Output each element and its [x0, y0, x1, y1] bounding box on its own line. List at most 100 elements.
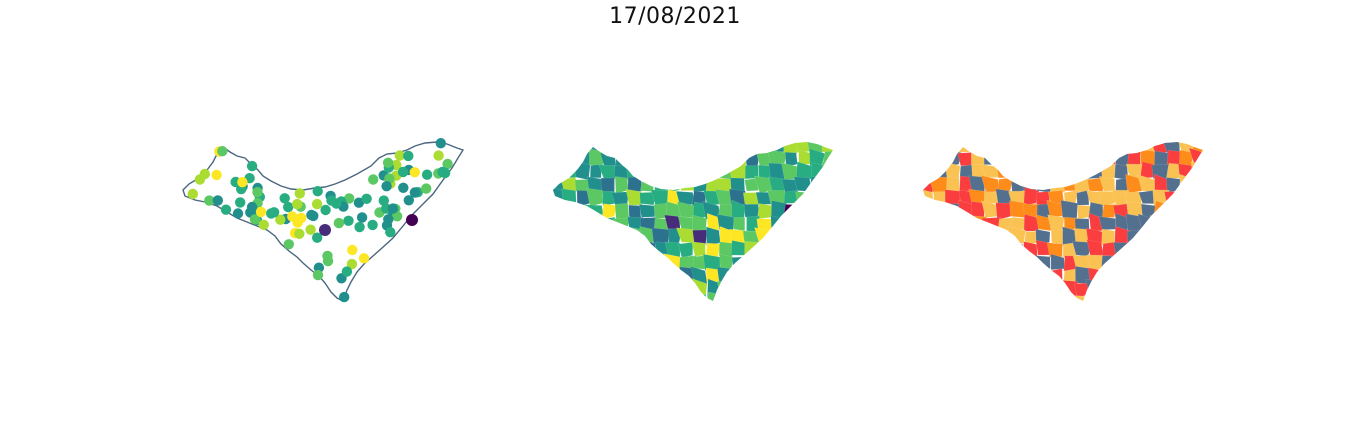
municipality-point	[383, 214, 394, 225]
municipality-area	[1193, 241, 1203, 259]
municipality-area	[703, 190, 722, 207]
municipality-point	[232, 208, 244, 219]
municipality-area	[1098, 142, 1117, 153]
municipality-area	[628, 204, 642, 219]
municipality-area	[1205, 162, 1215, 181]
municipality-area	[1009, 200, 1026, 219]
municipality-area	[585, 280, 602, 297]
municipality-area	[832, 162, 833, 179]
municipality-point	[204, 195, 215, 206]
municipality-point	[312, 269, 324, 281]
figure-title: 17/08/2021	[609, 4, 741, 29]
municipality-area	[627, 253, 642, 272]
municipality-area	[1076, 190, 1090, 206]
municipality-point	[394, 150, 405, 161]
municipality-point	[246, 160, 258, 172]
municipality-area	[808, 254, 824, 271]
municipality-area	[1194, 174, 1203, 193]
municipality-area	[771, 294, 787, 301]
municipality-area	[553, 294, 566, 301]
municipality-area	[692, 229, 708, 245]
municipality-area	[1050, 253, 1065, 271]
map-panel-choropleth	[553, 142, 833, 301]
municipality-area	[614, 227, 631, 245]
municipality-point	[279, 193, 290, 204]
municipality-area	[680, 176, 696, 191]
municipality-area	[650, 268, 667, 285]
municipality-area	[970, 148, 987, 167]
municipality-area	[1046, 142, 1066, 153]
municipality-point	[294, 228, 305, 239]
municipality-area	[997, 142, 1012, 153]
municipality-point	[385, 227, 396, 238]
municipality-area	[693, 179, 708, 192]
municipality-point	[258, 219, 269, 230]
municipality-area	[575, 255, 591, 272]
municipality-area	[994, 252, 1012, 273]
municipality-area	[563, 149, 579, 166]
municipality-area	[572, 281, 592, 298]
municipality-area	[614, 281, 629, 298]
municipality-area	[1140, 281, 1157, 296]
municipality-area	[1151, 227, 1169, 246]
municipality-point	[187, 188, 198, 200]
municipality-area	[588, 292, 603, 301]
municipality-area	[1178, 202, 1196, 219]
municipality-area	[628, 239, 642, 257]
municipality-area	[1075, 160, 1092, 180]
municipality-point	[320, 204, 331, 216]
municipality-area	[770, 240, 786, 259]
municipality-area	[923, 202, 936, 218]
municipality-area	[1179, 187, 1194, 207]
municipality-area	[615, 150, 628, 168]
municipality-area	[1024, 293, 1039, 301]
municipality-area	[599, 228, 618, 247]
municipality-area	[1050, 293, 1065, 301]
municipality-area	[654, 280, 670, 298]
municipality-area	[1048, 165, 1066, 179]
municipality-area	[996, 269, 1013, 284]
municipality-area	[615, 239, 629, 258]
municipality-area	[1190, 161, 1203, 181]
municipality-area	[923, 164, 935, 181]
municipality-area	[597, 268, 618, 283]
municipality-area	[1142, 227, 1155, 244]
municipality-area	[932, 294, 948, 301]
municipality-area	[1205, 205, 1215, 218]
municipality-area	[770, 200, 787, 219]
municipality-area	[553, 161, 565, 179]
municipality-area	[1191, 255, 1203, 272]
municipality-area	[793, 227, 814, 245]
municipality-point	[442, 158, 453, 170]
municipality-area	[1036, 294, 1052, 301]
municipality-area	[1178, 292, 1194, 301]
municipality-area	[1033, 160, 1052, 181]
municipality-point	[354, 221, 365, 233]
municipality-area	[665, 280, 684, 298]
municipality-point	[398, 182, 409, 193]
municipality-area	[998, 278, 1013, 296]
municipality-area	[639, 191, 656, 206]
municipality-area	[589, 255, 605, 272]
municipality-area	[662, 142, 681, 155]
map-panel-points	[182, 138, 465, 303]
municipality-area	[957, 142, 974, 153]
municipality-point	[433, 150, 444, 161]
municipality-area	[984, 281, 1001, 298]
municipality-area	[601, 281, 617, 296]
municipality-area	[1207, 282, 1215, 296]
municipality-area	[955, 279, 973, 297]
municipality-area	[1166, 203, 1184, 219]
municipality-area	[703, 142, 720, 154]
municipality-area	[553, 268, 566, 285]
municipality-area	[821, 295, 833, 301]
municipality-area	[680, 279, 696, 298]
municipality-area	[553, 282, 566, 298]
municipality-area	[960, 242, 974, 258]
municipality-area	[1035, 214, 1052, 232]
municipality-area	[639, 269, 656, 286]
municipality-area	[1127, 293, 1143, 301]
municipality-area	[575, 267, 592, 283]
municipality-area	[585, 230, 603, 247]
municipality-area	[957, 265, 973, 284]
